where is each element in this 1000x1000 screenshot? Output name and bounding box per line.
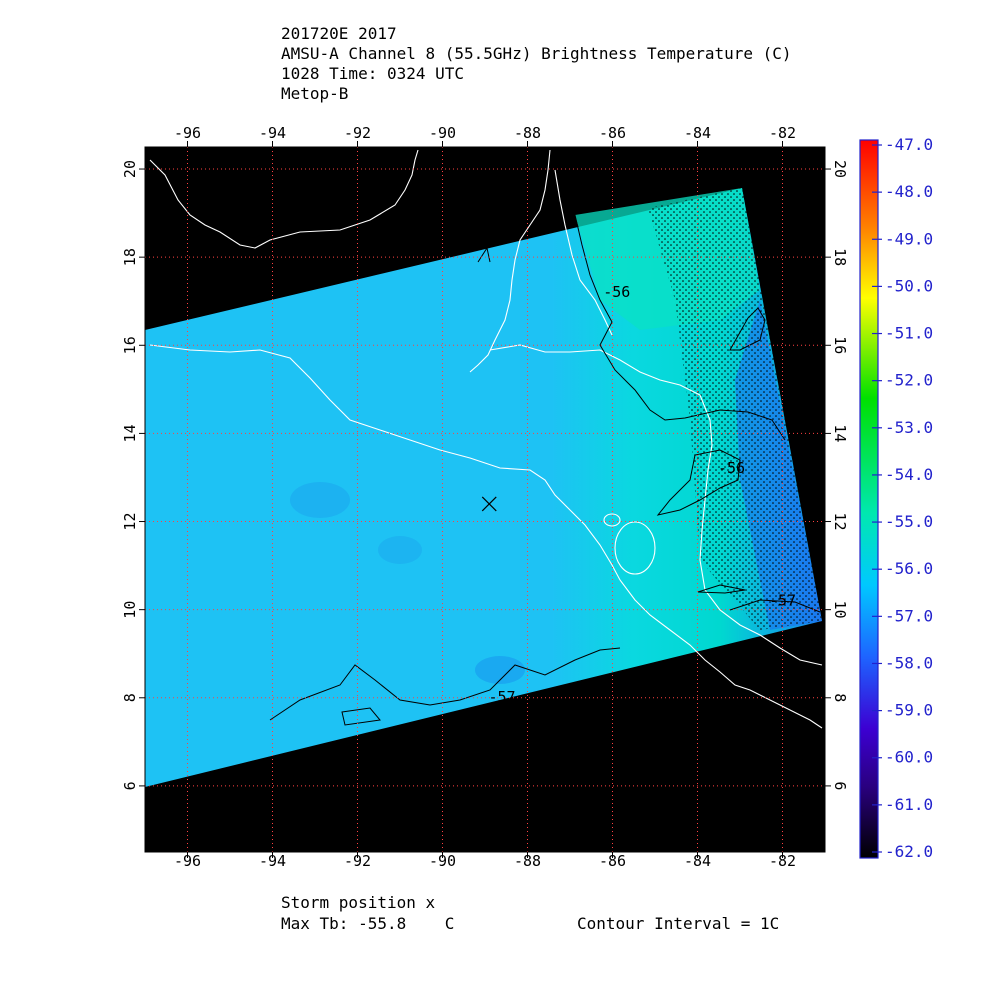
- x-tick-label-top: -82: [769, 124, 796, 142]
- y-tick-label-right: 6: [831, 781, 849, 790]
- max-tb-caption: Max Tb: -55.8 C: [281, 914, 455, 933]
- y-tick-label-left: 16: [121, 336, 139, 354]
- coastline-gulf: [149, 149, 419, 249]
- colorbar: [859, 139, 879, 859]
- colorbar-tick-label: -58.0: [885, 653, 933, 672]
- plot-frame: [144, 146, 826, 853]
- x-tick-label-top: -84: [684, 124, 711, 142]
- x-tick-label-top: -96: [174, 124, 201, 142]
- colorbar-tick-label: -60.0: [885, 748, 933, 767]
- x-tick-label-top: -86: [599, 124, 626, 142]
- coastline-north: [554, 169, 613, 336]
- chart-title-product: AMSU-A Channel 8 (55.5GHz) Brightness Te…: [281, 44, 792, 63]
- lake-managua: [603, 513, 621, 527]
- x-tick-label-bottom: -82: [769, 852, 796, 870]
- contour-line: [656, 449, 741, 516]
- coastline-caribbean: [489, 344, 823, 666]
- contour-line: [729, 307, 766, 351]
- chart-title-time: 1028 Time: 0324 UTC: [281, 64, 465, 83]
- contours: [269, 214, 821, 726]
- x-tick-label-top: -92: [344, 124, 371, 142]
- x-tick-label-bottom: -88: [514, 852, 541, 870]
- contour-interval-caption: Contour Interval = 1C: [577, 914, 780, 933]
- y-tick-label-right: 20: [831, 160, 849, 178]
- contour-line: [269, 647, 621, 721]
- cool-blob: [475, 656, 525, 684]
- cool-blob: [290, 482, 350, 518]
- chart-title-storm: 201720E 2017: [281, 24, 397, 43]
- y-tick-label-right: 12: [831, 513, 849, 531]
- storm-position-marker: [481, 496, 497, 512]
- colorbar-tick-label: -55.0: [885, 512, 933, 531]
- y-tick-label-right: 8: [831, 693, 849, 702]
- y-tick-label-right: 10: [831, 601, 849, 619]
- y-tick-label-left: 20: [121, 160, 139, 178]
- storm-position-caption: Storm position x: [281, 893, 436, 912]
- contour-label: -56: [718, 459, 745, 477]
- contour-label: -57: [488, 688, 515, 706]
- colorbar-tick-label: -56.0: [885, 559, 933, 578]
- colorbar-tick-label: -54.0: [885, 465, 933, 484]
- x-tick-label-bottom: -86: [599, 852, 626, 870]
- coastlines: [149, 149, 823, 729]
- contour-line: [697, 584, 746, 594]
- swath-field: [145, 188, 822, 787]
- x-tick-label-bottom: -84: [684, 852, 711, 870]
- chart-title-satellite: Metop-B: [281, 84, 349, 103]
- x-tick-label-bottom: -92: [344, 852, 371, 870]
- y-tick-label-right: 14: [831, 424, 849, 442]
- x-tick-label-top: -94: [259, 124, 286, 142]
- colorbar-tick-label: -49.0: [885, 229, 933, 248]
- cool-blob: [378, 536, 422, 564]
- y-tick-label-right: 16: [831, 336, 849, 354]
- y-tick-label-right: 18: [831, 248, 849, 266]
- colorbar-tick-label: -59.0: [885, 701, 933, 720]
- colorbar-tick-label: -61.0: [885, 795, 933, 814]
- colorbar-tick-label: -47.0: [885, 135, 933, 154]
- x-tick-label-top: -90: [429, 124, 456, 142]
- contour-line: [341, 707, 381, 726]
- x-tick-label-bottom: -96: [174, 852, 201, 870]
- y-tick-label-left: 6: [121, 781, 139, 790]
- x-tick-label-top: -88: [514, 124, 541, 142]
- colorbar-tick-label: -62.0: [885, 842, 933, 861]
- lat-lon-grid: [145, 147, 825, 852]
- coastline-pacific: [149, 344, 823, 729]
- colorbar-tick-label: -57.0: [885, 606, 933, 625]
- y-tick-label-left: 10: [121, 601, 139, 619]
- y-tick-label-left: 8: [121, 693, 139, 702]
- y-tick-label-left: 18: [121, 248, 139, 266]
- contour-line: [574, 214, 786, 441]
- x-tick-label-bottom: -94: [259, 852, 286, 870]
- colorbar-tick-label: -53.0: [885, 418, 933, 437]
- colorbar-tick-label: -48.0: [885, 182, 933, 201]
- contour-line: [729, 599, 821, 613]
- colorbar-tick-label: -51.0: [885, 324, 933, 343]
- colorbar-tick-label: -52.0: [885, 371, 933, 390]
- y-tick-label-left: 14: [121, 424, 139, 442]
- colorbar-tick-label: -50.0: [885, 276, 933, 295]
- y-tick-label-left: 12: [121, 513, 139, 531]
- stipple-region: [648, 188, 822, 630]
- x-tick-label-bottom: -90: [429, 852, 456, 870]
- coastline-yucatan: [469, 149, 551, 373]
- contour-label: -56: [603, 283, 630, 301]
- lake-nicaragua: [614, 521, 656, 575]
- contour-label: -57: [769, 591, 796, 609]
